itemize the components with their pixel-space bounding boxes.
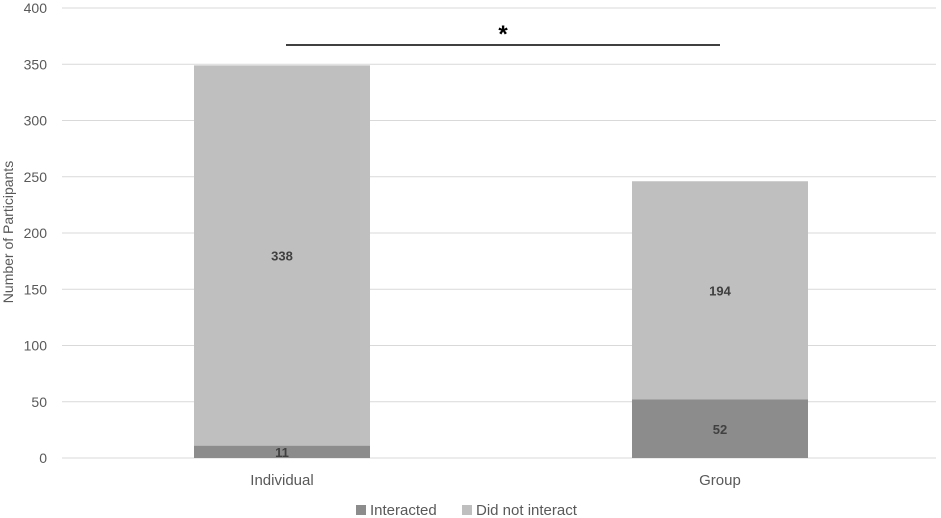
bar-group-did-not-interact [632,181,808,400]
legend-label: Interacted [370,502,437,518]
significance-annotation: * [286,21,720,48]
legend-label: Did not interact [476,502,578,518]
y-tick-label: 400 [24,0,48,16]
legend-swatch [356,505,366,515]
y-tick-label: 200 [24,225,48,241]
bar-individual-interacted [194,445,370,458]
y-tick-label: 50 [31,394,47,410]
x-axis-ticks: Individual Group [250,472,741,489]
x-tick-label: Group [699,472,741,489]
legend: Interacted Did not interact [356,502,578,518]
data-label: 11 [275,445,289,460]
y-tick-label: 0 [39,450,47,466]
data-label: 52 [713,422,727,437]
y-axis-title: Number of Participants [0,161,16,303]
significance-star: * [498,21,508,48]
data-labels: 11 338 52 194 [271,249,731,460]
data-label: 194 [709,283,731,298]
y-axis-ticks: 0 50 100 150 200 250 300 350 400 [24,0,48,466]
x-tick-label: Individual [250,472,313,489]
legend-swatch [462,505,472,515]
data-label: 338 [271,249,293,264]
y-tick-label: 100 [24,338,48,354]
bars [194,65,808,458]
y-tick-label: 250 [24,169,48,185]
bar-individual-did-not-interact [194,65,370,446]
y-tick-label: 300 [24,113,48,129]
bar-group-interacted [632,399,808,458]
y-tick-label: 350 [24,56,48,72]
y-tick-label: 150 [24,281,48,297]
